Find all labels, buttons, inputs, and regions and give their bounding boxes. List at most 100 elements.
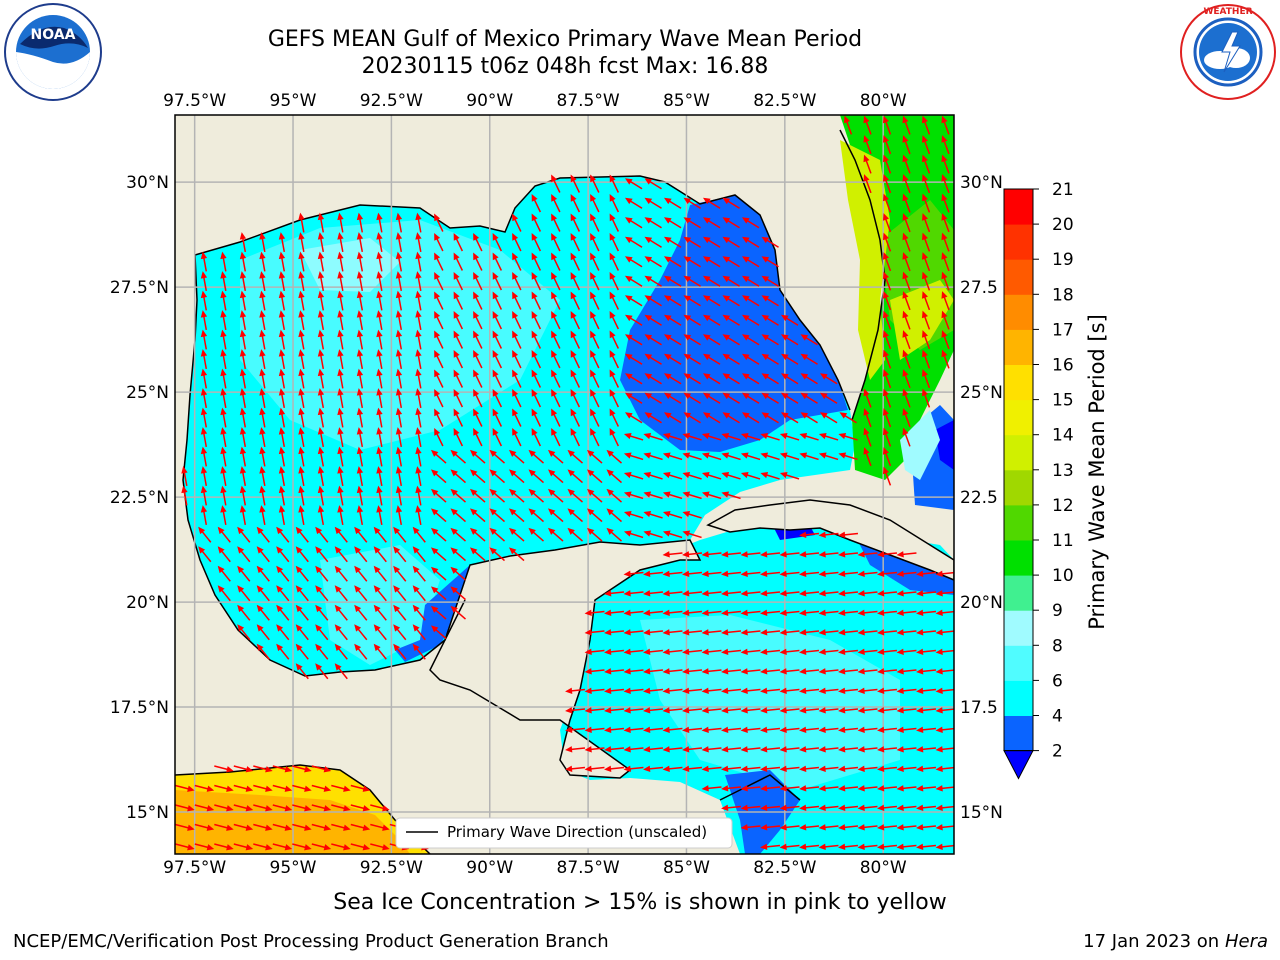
wave-arrow (590, 271, 600, 291)
wave-arrow (740, 746, 761, 753)
wave-arrow (508, 547, 525, 562)
wave-arrow (412, 624, 426, 641)
wave-arrow (799, 687, 820, 694)
wave-arrow (434, 291, 444, 310)
wave-arrow (434, 388, 444, 408)
wave-arrow (624, 197, 643, 209)
wave-arrow (239, 349, 247, 369)
wave-arrow (469, 469, 486, 484)
wave-arrow (760, 472, 780, 480)
wave-arrow (415, 349, 422, 369)
wave-arrow (877, 746, 898, 753)
wave-arrow (606, 488, 623, 503)
wave-arrow (239, 290, 247, 311)
wave-arrow (508, 488, 525, 503)
wave-arrow (489, 449, 506, 464)
wave-arrow (334, 546, 348, 563)
wave-arrow (584, 609, 605, 616)
wave-arrow (609, 252, 620, 271)
wave-arrow (877, 668, 898, 675)
wave-arrow (331, 804, 351, 812)
wave-arrow (818, 843, 839, 850)
wave-arrow (430, 566, 447, 581)
wave-arrow (233, 804, 254, 812)
wave-arrow (623, 765, 644, 772)
wave-arrow (584, 668, 605, 675)
wave-arrow (663, 256, 682, 268)
wave-arrow (214, 843, 234, 851)
wave-arrow (701, 785, 722, 792)
wave-arrow (376, 290, 383, 311)
wave-arrow (882, 213, 892, 233)
wave-arrow (604, 668, 625, 675)
wave-arrow (902, 193, 911, 213)
wave-arrow (722, 353, 740, 365)
wave-arrow (643, 530, 663, 539)
wave-arrow (239, 329, 247, 350)
wave-arrow (604, 707, 625, 714)
wave-arrow (570, 408, 581, 427)
wave-arrow (450, 449, 467, 464)
wave-arrow (721, 629, 742, 636)
wave-arrow (779, 687, 800, 694)
wave-arrow (921, 154, 931, 174)
wave-arrow (453, 349, 464, 369)
wave-arrow (863, 115, 872, 135)
wave-arrow (278, 349, 286, 369)
wave-arrow (882, 447, 892, 467)
wave-arrow (663, 353, 682, 365)
wave-arrow (819, 412, 838, 424)
wave-arrow (551, 213, 561, 232)
colorbar-segment (1004, 575, 1033, 611)
wave-arrow (799, 629, 820, 636)
wave-arrow (350, 804, 371, 812)
wave-arrow (935, 843, 954, 850)
wave-arrow (662, 726, 683, 733)
wave-arrow (531, 427, 542, 447)
wave-arrow (586, 527, 603, 542)
wave-arrow (256, 546, 270, 563)
lon-tick-label-bottom: 85°W (663, 858, 710, 878)
wave-arrow (512, 427, 522, 447)
wave-arrow (253, 804, 273, 812)
lat-tick-label-right: 15°N (960, 803, 1003, 823)
wave-arrow (395, 485, 403, 506)
wave-arrow (701, 609, 722, 616)
sea-ice-caption: Sea Ice Concentration > 15% is shown in … (333, 890, 947, 915)
wave-arrow (570, 388, 581, 408)
wave-arrow (882, 349, 892, 369)
wave-arrow (896, 570, 917, 577)
colorbar-tick-label: 19 (1052, 250, 1074, 270)
wave-arrow (683, 314, 701, 326)
wave-arrow (838, 726, 859, 733)
lon-tick-label-top: 92.5°W (360, 91, 423, 111)
wave-arrow (863, 447, 872, 467)
wave-arrow (882, 135, 892, 155)
wave-arrow (415, 290, 422, 311)
wave-arrow (370, 823, 390, 831)
wave-arrow (317, 251, 325, 272)
wave-arrow (643, 726, 664, 733)
wave-arrow (896, 726, 917, 733)
wave-arrow (512, 271, 522, 291)
wave-arrow (902, 271, 911, 291)
wave-arrow (547, 469, 564, 484)
wave-arrow (644, 353, 662, 365)
wave-arrow (220, 368, 227, 389)
wave-arrow (662, 746, 683, 753)
wave-arrow (916, 648, 937, 655)
wave-arrow (941, 115, 950, 135)
wave-arrow (623, 687, 644, 694)
wave-arrow (902, 213, 911, 233)
wave-arrow (489, 527, 506, 542)
wave-arrow (722, 256, 740, 268)
wave-arrow (239, 446, 247, 467)
colorbar-tick-label: 6 (1052, 671, 1063, 691)
wave-arrow (473, 291, 483, 310)
wave-arrow (682, 726, 703, 733)
wave-arrow (237, 565, 251, 582)
wave-arrow (857, 707, 878, 714)
lon-tick-label-top: 90°W (466, 91, 513, 111)
wave-arrow (760, 452, 780, 461)
wave-arrow (761, 353, 779, 365)
